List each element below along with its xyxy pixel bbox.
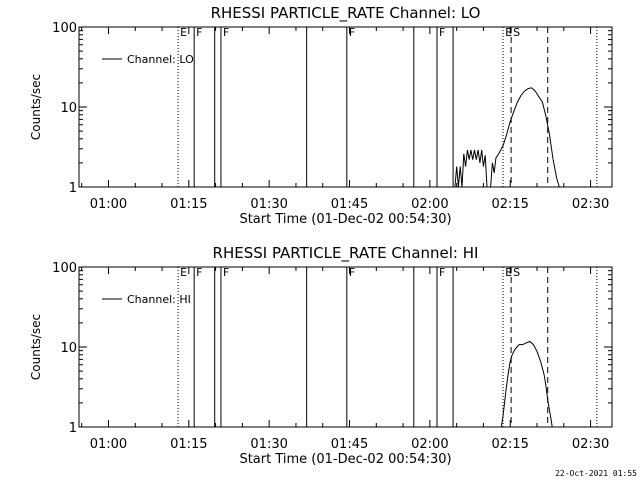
event-flag-label: E	[505, 266, 512, 279]
y-tick-label: 100	[52, 21, 77, 36]
legend-label: Channel: HI	[127, 293, 191, 306]
x-tick-label: 02:00	[411, 197, 448, 212]
chart-title: RHESSI PARTICLE_RATE Channel: HI	[213, 244, 479, 263]
x-tick-label: 01:15	[170, 197, 207, 212]
x-tick-label: 01:00	[90, 437, 127, 452]
y-tick-label: 1	[69, 181, 77, 196]
y-axis-label: Counts/sec	[29, 314, 43, 380]
x-tick-label: 01:45	[331, 437, 368, 452]
x-tick-label: 02:15	[491, 437, 528, 452]
event-flag-label: E	[180, 266, 187, 279]
footer-timestamp: 22-Oct-2021 01:55	[555, 469, 637, 478]
legend-label: Channel: LO	[127, 53, 194, 66]
event-flag-label: F	[196, 266, 202, 279]
y-tick-label: 10	[60, 101, 77, 116]
event-flag-label: F	[439, 266, 445, 279]
x-axis-label: Start Time (01-Dec-02 00:54:30)	[239, 452, 451, 467]
x-tick-label: 01:45	[331, 197, 368, 212]
series-line	[454, 87, 560, 188]
event-flag-label: F	[223, 26, 229, 39]
series-line	[500, 340, 553, 428]
x-tick-label: 01:30	[250, 437, 287, 452]
chart-title: RHESSI PARTICLE_RATE Channel: LO	[211, 4, 481, 23]
event-flag-label: S	[513, 26, 520, 39]
x-tick-label: 02:30	[572, 197, 609, 212]
x-tick-label: 02:30	[572, 437, 609, 452]
y-tick-label: 1	[69, 421, 77, 436]
y-tick-label: 100	[52, 261, 77, 276]
chart-panel-0: RHESSI PARTICLE_RATE Channel: LOE F F F F E S0…	[29, 4, 613, 227]
chart-panel-1: RHESSI PARTICLE_RATE Channel: HIE F F F F E S0…	[29, 244, 613, 467]
x-tick-label: 01:30	[250, 197, 287, 212]
event-flag-label: F	[439, 26, 445, 39]
event-flag-label: F	[349, 266, 355, 279]
x-axis-label: Start Time (01-Dec-02 00:54:30)	[239, 212, 451, 227]
y-tick-label: 10	[60, 341, 77, 356]
event-flag-label: F	[196, 26, 202, 39]
event-flag-label: S	[513, 266, 520, 279]
event-flag-label: E	[505, 26, 512, 39]
x-tick-label: 02:15	[491, 197, 528, 212]
x-tick-label: 01:15	[170, 437, 207, 452]
x-tick-label: 02:00	[411, 437, 448, 452]
x-tick-label: 01:00	[90, 197, 127, 212]
event-flag-label: F	[349, 26, 355, 39]
y-axis-label: Counts/sec	[29, 74, 43, 140]
event-flag-label: F	[223, 266, 229, 279]
event-flag-label: E	[180, 26, 187, 39]
